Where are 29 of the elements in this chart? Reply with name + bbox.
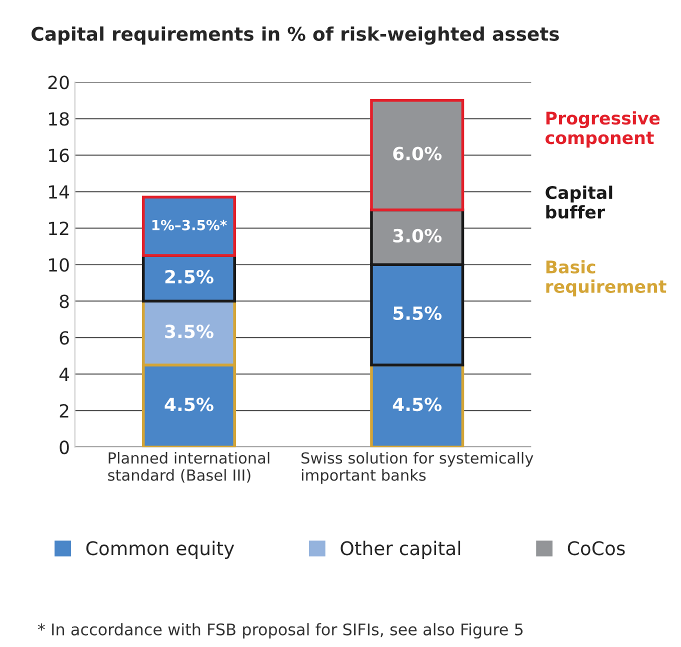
x-tick-label: Planned international standard (Basel III) [108, 452, 270, 483]
chart-title: Capital requirements in % of risk-weighted assets [32, 26, 559, 45]
legend-label: CoCos [568, 541, 625, 556]
y-tick-label: 18 [49, 112, 69, 126]
y-tick-label: 12 [49, 222, 68, 235]
y-tick-label: 14 [49, 185, 70, 198]
y-tick-label: 0 [60, 440, 69, 454]
data-label: 3.5% [165, 324, 214, 338]
text: Progressive component [546, 111, 660, 148]
legend-label: Other capital [340, 540, 460, 559]
annotation: 1%–3.5%* [152, 220, 227, 230]
y-tick-label: 20 [48, 76, 69, 90]
y-tick-label: 8 [60, 294, 69, 308]
data-label: 2.5% [165, 270, 214, 284]
text: Basic requirement [546, 260, 666, 296]
data-label: 4.5% [164, 398, 214, 412]
legend-label: Common equity [86, 540, 234, 559]
text: * In accordance with FSB proposal for SIFIs, see also Figure 5 [38, 623, 523, 639]
y-tick-label: 10 [49, 258, 69, 272]
y-tick-label: 16 [49, 148, 69, 162]
x-tick-label: Swiss solution for systemically important banks [302, 452, 534, 484]
data-label: 6.0% [393, 146, 442, 160]
y-tick-label: 6 [60, 331, 69, 345]
data-label: 5.5% [393, 306, 442, 320]
y-tick-label: 4 [59, 368, 70, 381]
data-label: 3.0% [393, 228, 442, 242]
data-label: 4.5% [392, 398, 442, 412]
y-tick-label: 2 [60, 404, 68, 418]
text: Capital buffer [546, 186, 612, 219]
